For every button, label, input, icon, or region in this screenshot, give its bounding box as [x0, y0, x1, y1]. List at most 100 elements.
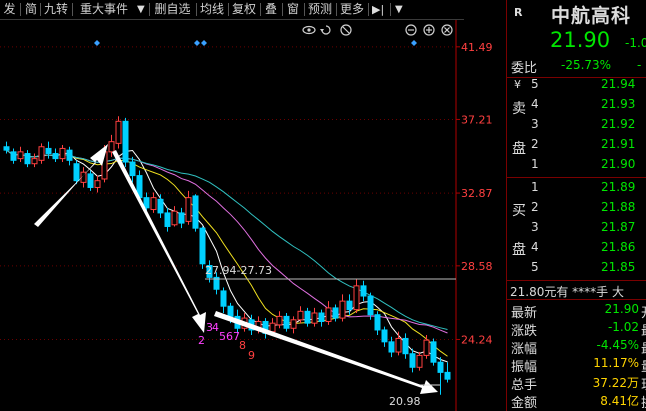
event-marker-icon[interactable] — [201, 40, 207, 46]
candle-body — [59, 147, 66, 160]
candle-body — [409, 353, 416, 368]
toolbar-ma-button[interactable]: 均线 — [199, 2, 224, 16]
candle-body — [423, 339, 430, 356]
candle-body — [388, 341, 395, 353]
candle-body — [73, 163, 80, 182]
price-level-label: 41.49 — [461, 41, 493, 54]
stat-value: 8.41亿 — [600, 394, 639, 408]
event-marker-icon[interactable] — [94, 40, 100, 46]
stat-value: 37.22万 — [592, 376, 639, 390]
event-marker-icon[interactable] — [194, 40, 200, 46]
event-marker-icon[interactable] — [411, 40, 417, 46]
candle-body — [304, 310, 311, 324]
panel-divider — [506, 177, 646, 178]
count-label: 8 — [239, 339, 246, 352]
candle-body — [367, 295, 374, 316]
price-level-label: 28.58 — [461, 260, 493, 273]
toolbar-more-button[interactable]: 更多 — [339, 2, 364, 16]
count-label: 6 — [226, 330, 233, 343]
candle-body — [381, 329, 388, 343]
stat-label: 金额 — [511, 396, 538, 411]
candle-body — [45, 147, 52, 155]
sell-level-price: 21.92 — [601, 117, 636, 131]
big-order-ad[interactable]: 21.80元有 ****手 大 — [510, 283, 624, 300]
stat-label: 涨跌 — [511, 324, 538, 339]
candle-body — [402, 337, 409, 355]
count-label: 9 — [248, 349, 255, 362]
candle-body — [332, 307, 339, 319]
candle-body — [269, 322, 276, 333]
major-events-dropdown-icon[interactable]: ▼ — [137, 4, 145, 15]
stat-extra-label: 现 — [641, 374, 646, 393]
candle-body — [283, 315, 290, 329]
candle-body — [129, 161, 136, 177]
candle-body — [164, 212, 171, 227]
stat-value: -1.02 — [607, 320, 639, 334]
sell-label: 卖 — [512, 101, 526, 117]
candle-body — [318, 312, 325, 322]
crosshair-icon[interactable] — [340, 24, 352, 36]
quote-panel: R 中航高科 21.90 -1.0 委比 -25.73% - ¥ 卖 盘 5 2… — [506, 0, 646, 411]
candle-body — [206, 265, 213, 278]
candle-body — [199, 227, 206, 265]
candle-body — [38, 146, 45, 161]
candle-body — [80, 171, 87, 183]
toolbar-major-events-button[interactable]: 重大事件 — [79, 2, 128, 16]
toolbar-jiuzhuan-button[interactable]: 九转 — [43, 2, 68, 16]
count-label: 7 — [233, 330, 240, 343]
buy-level-index: 1 — [531, 180, 539, 194]
toolbar-jian-button[interactable]: 简 — [24, 2, 37, 16]
candlestick-chart[interactable]: 41.49 37.21 32.87 28.58 24.24 27.94-27.7… — [0, 20, 506, 411]
sell-level-price: 21.93 — [601, 97, 636, 111]
sell-level-price: 21.91 — [601, 137, 636, 151]
sell-label: 盘 — [512, 141, 526, 157]
panel-toggle-icon[interactable]: ▶| — [372, 3, 385, 16]
buy-level-index: 2 — [531, 200, 539, 214]
price-level-label: 32.87 — [461, 187, 493, 200]
candle-body — [444, 371, 451, 380]
count-label: 2 — [198, 334, 205, 347]
zoom-out-icon[interactable] — [405, 24, 417, 36]
toolbar-window-button[interactable]: 窗 — [286, 2, 299, 16]
toolbar-divider — [260, 3, 261, 16]
close-icon[interactable] — [441, 24, 453, 36]
weicha-value: - — [637, 58, 642, 72]
toolbar-dropdown-icon[interactable]: ▼ — [395, 4, 403, 15]
toolbar-overlay-button[interactable]: 叠 — [264, 2, 277, 16]
refresh-icon[interactable] — [320, 25, 331, 35]
candle-body — [311, 312, 318, 324]
moving-average-line — [6, 149, 448, 363]
chart-grid — [0, 20, 460, 411]
toolbar-fa-button[interactable]: 发 — [3, 2, 16, 16]
stat-value: 11.17% — [593, 356, 639, 370]
candle-body — [353, 285, 360, 311]
toolbar-adjust-button[interactable]: 复权 — [231, 2, 256, 16]
stat-extra-label: 最 — [641, 320, 646, 339]
panel-divider — [506, 77, 646, 78]
stat-label: 最新 — [511, 306, 538, 321]
toolbar-remove-watchlist-button[interactable]: 删自选 — [154, 2, 191, 16]
candle-body — [339, 300, 346, 319]
buy-level-index: 3 — [531, 220, 539, 234]
eye-icon[interactable] — [302, 25, 316, 35]
sell-level-price: 21.94 — [601, 77, 636, 91]
sell-level-index: 4 — [531, 97, 539, 111]
panel-divider — [506, 299, 646, 300]
sell-level-index: 2 — [531, 137, 539, 151]
candle-body — [171, 210, 178, 226]
candle-body — [395, 337, 402, 353]
moving-average-lines — [6, 149, 448, 363]
candle-body — [143, 197, 150, 209]
stat-label: 振幅 — [511, 360, 538, 375]
candle-body — [122, 120, 129, 163]
stat-label: 总手 — [511, 378, 538, 393]
chart-toolbar: 发 简 九转 重大事件 ▼ 删自选 均线 复权 叠 窗 预测 更多 ▶| ▼ — [0, 0, 464, 20]
currency-label: ¥ — [514, 78, 521, 91]
candle-body — [108, 141, 115, 153]
zoom-in-icon[interactable] — [423, 24, 435, 36]
toolbar-divider — [390, 3, 391, 16]
toolbar-forecast-button[interactable]: 预测 — [307, 2, 332, 16]
toolbar-divider — [282, 3, 283, 16]
candle-body — [227, 305, 234, 317]
stat-extra-label: 最 — [641, 338, 646, 357]
